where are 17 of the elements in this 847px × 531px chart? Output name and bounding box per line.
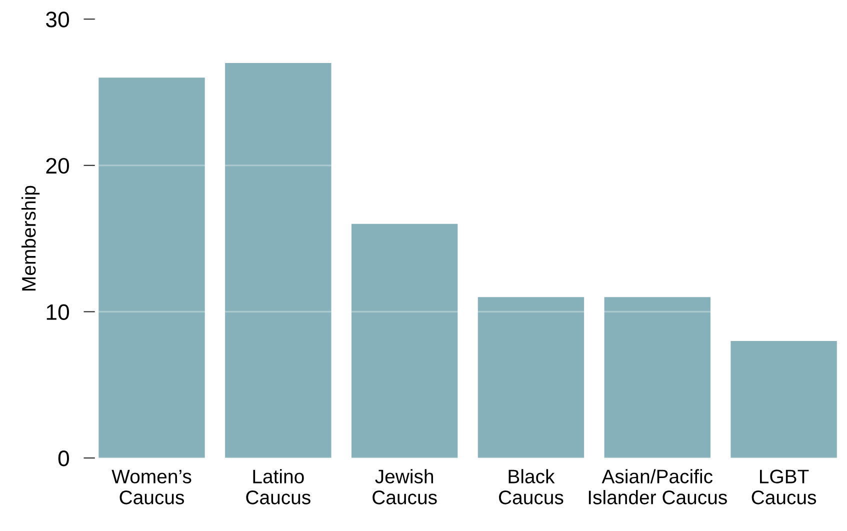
bar (351, 224, 458, 458)
bar (225, 63, 332, 458)
y-tick-label: 0 (58, 450, 69, 466)
bar (478, 297, 584, 458)
x-tick-label: Black Caucus (499, 469, 564, 504)
x-tick-label: Asian/Pacific Islander Caucus (588, 469, 727, 504)
y-tick-label: 10 (46, 304, 69, 320)
x-tick-label: Women’s Caucus (112, 470, 192, 504)
y-axis-title: Membership (21, 186, 40, 290)
bar (604, 297, 710, 458)
x-tick-label: Latino Caucus (246, 469, 310, 504)
x-tick-label: LGBT Caucus (752, 470, 816, 504)
y-tick-label: 30 (46, 12, 69, 28)
x-tick-label: Jewish Caucus (372, 469, 437, 504)
bar (730, 340, 837, 458)
bar (98, 78, 205, 458)
y-tick-label: 20 (46, 158, 69, 174)
